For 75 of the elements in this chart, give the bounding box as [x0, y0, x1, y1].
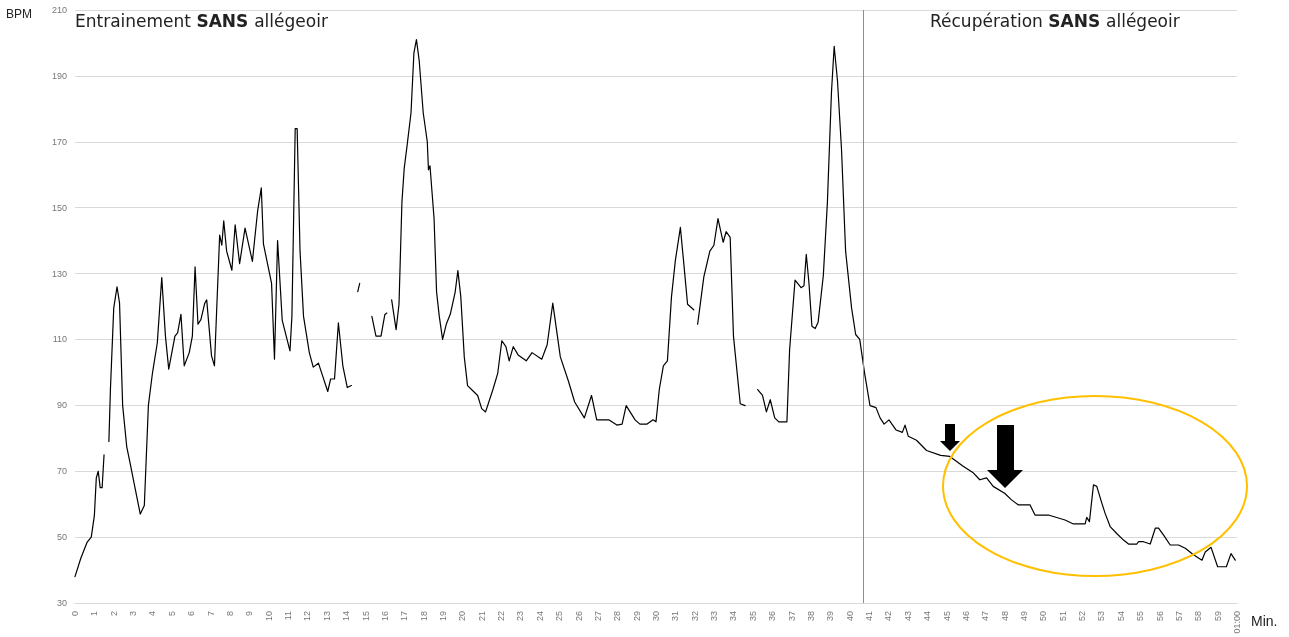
y-tick-label: 170	[51, 136, 67, 147]
x-tick-label: 51	[1057, 611, 1068, 622]
x-tick-label: 21	[476, 611, 487, 622]
x-tick-label: 41	[864, 611, 875, 622]
x-tick-label: 25	[554, 611, 565, 622]
x-tick-label: 39	[825, 611, 836, 622]
x-tick-label: 48	[999, 611, 1010, 622]
x-tick-label: 4	[147, 611, 158, 617]
y-tick-label: 110	[52, 334, 67, 345]
x-tick-label: 59	[1212, 611, 1223, 622]
x-tick-label: 29	[631, 611, 642, 622]
y-tick-label: 130	[51, 268, 67, 279]
x-tick-label: 01:00	[1232, 611, 1242, 634]
x-tick-label: 11	[283, 611, 294, 621]
x-tick-label: 26	[573, 611, 584, 622]
y-tick-label: 210	[51, 5, 67, 15]
x-tick-label: 36	[767, 611, 778, 622]
x-tick-label: 50	[1038, 611, 1049, 622]
x-tick-label: 42	[883, 611, 894, 622]
y-tick-label: 50	[56, 532, 67, 543]
x-tick-label: 38	[805, 611, 816, 622]
y-tick-label: 90	[56, 400, 67, 411]
x-tick-label: 18	[418, 611, 429, 622]
x-tick-label: 20	[457, 611, 468, 622]
x-tick-label: 35	[747, 611, 758, 622]
x-tick-label: 22	[496, 611, 507, 622]
annotation: Entrainement SANS allégeoir	[75, 10, 328, 31]
annotation: Récupération SANS allégeoir	[930, 10, 1180, 31]
x-tick-label: 17	[399, 611, 410, 622]
x-tick-label: 53	[1096, 611, 1107, 622]
x-tick-label: 2	[108, 611, 119, 617]
x-tick-label: 49	[1018, 611, 1029, 622]
x-tick-label: 37	[786, 611, 797, 622]
x-tick-label: 16	[379, 611, 390, 622]
y-tick-label: 190	[51, 70, 67, 81]
x-tick-label: 12	[302, 611, 313, 622]
x-tick-label: 23	[515, 611, 526, 622]
x-tick-label: 5	[166, 611, 177, 617]
x-tick-label: 40	[844, 611, 855, 622]
x-tick-label: 55	[1135, 611, 1146, 622]
x-tick-label: 30	[651, 611, 661, 622]
x-axis-title: Min.	[1251, 613, 1278, 629]
x-tick-label: 34	[728, 611, 739, 622]
x-tick-label: 0	[70, 611, 80, 617]
x-tick-label: 56	[1154, 611, 1165, 622]
x-tick-label: 1	[89, 611, 100, 617]
x-tick-label: 58	[1193, 611, 1204, 622]
x-tick-label: 47	[980, 611, 991, 622]
x-tick-label: 45	[941, 611, 952, 622]
x-tick-label: 33	[709, 611, 720, 622]
x-tick-label: 54	[1115, 611, 1126, 622]
x-tick-label: 6	[186, 611, 197, 617]
y-tick-label: 70	[56, 466, 67, 477]
x-tick-label: 27	[592, 611, 603, 622]
x-tick-label: 44	[922, 611, 933, 622]
x-tick-label: 15	[360, 611, 371, 622]
y-tick-label: 150	[51, 202, 67, 213]
x-tick-label: 31	[670, 611, 681, 622]
x-tick-label: 19	[437, 611, 448, 622]
y-tick-label: 30	[56, 598, 67, 608]
x-tick-label: 9	[244, 611, 255, 617]
x-tick-label: 57	[1173, 611, 1184, 622]
x-tick-label: 8	[224, 611, 235, 617]
y-axis-title: BPM	[6, 7, 33, 21]
x-tick-label: 13	[321, 611, 332, 622]
x-tick-label: 14	[341, 611, 352, 622]
x-tick-label: 43	[902, 611, 913, 622]
x-tick-label: 10	[263, 611, 274, 622]
x-tick-label: 32	[689, 611, 700, 622]
x-tick-label: 3	[128, 611, 139, 617]
x-tick-label: 7	[205, 611, 216, 617]
x-tick-label: 46	[960, 611, 971, 622]
x-tick-label: 28	[612, 611, 623, 622]
x-tick-label: 24	[534, 611, 545, 622]
x-tick-label: 52	[1077, 611, 1088, 622]
